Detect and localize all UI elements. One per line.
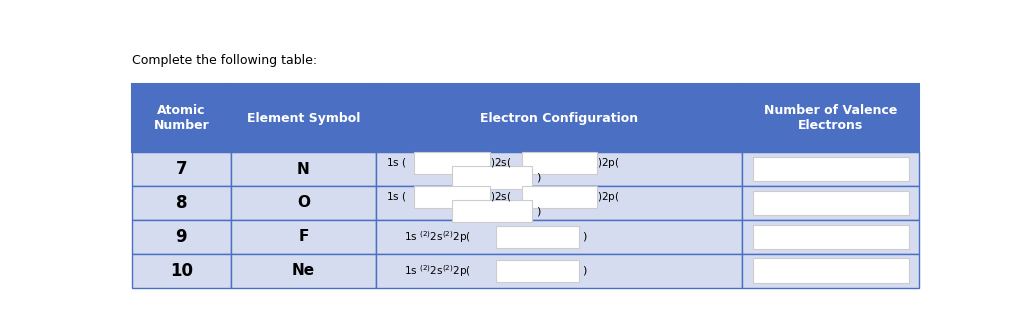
Bar: [415, 152, 490, 174]
Bar: [377, 84, 742, 152]
Text: 8: 8: [175, 194, 187, 212]
Text: ): ): [582, 266, 587, 276]
Bar: [231, 254, 377, 288]
Text: Ne: Ne: [291, 263, 315, 278]
Bar: [742, 220, 919, 254]
Text: Element Symbol: Element Symbol: [247, 112, 360, 125]
Bar: [496, 259, 579, 282]
Text: $\mathregular{1s}$ (: $\mathregular{1s}$ (: [386, 156, 406, 170]
Bar: [231, 220, 377, 254]
Bar: [132, 152, 231, 186]
Text: O: O: [297, 195, 310, 210]
Text: 9: 9: [175, 228, 187, 246]
Text: $\mathregular{1s}$ $^{(2)}$$\mathregular{2s}$$^{(2)}$$\mathregular{2p}$(: $\mathregular{1s}$ $^{(2)}$$\mathregular…: [404, 263, 471, 279]
Bar: [742, 254, 919, 288]
Text: Complete the following table:: Complete the following table:: [132, 54, 317, 67]
Bar: [415, 186, 490, 208]
Bar: [452, 167, 531, 188]
Bar: [132, 84, 231, 152]
Bar: [753, 157, 909, 181]
Bar: [753, 191, 909, 215]
Bar: [377, 220, 742, 254]
Bar: [231, 152, 377, 186]
Bar: [522, 186, 597, 208]
Text: Electron Configuration: Electron Configuration: [480, 112, 638, 125]
Bar: [377, 186, 742, 220]
Text: 10: 10: [170, 262, 193, 280]
Bar: [132, 254, 231, 288]
Text: )$\mathregular{2s}$(: )$\mathregular{2s}$(: [490, 156, 511, 170]
Text: ): ): [536, 172, 540, 183]
Text: Number of Valence
Electrons: Number of Valence Electrons: [764, 104, 898, 132]
Text: Atomic
Number: Atomic Number: [154, 104, 209, 132]
Bar: [132, 220, 231, 254]
Text: N: N: [298, 161, 310, 176]
Text: F: F: [299, 229, 309, 244]
Text: ): ): [536, 206, 540, 216]
Text: )$\mathregular{2p}$(: )$\mathregular{2p}$(: [597, 190, 620, 204]
Text: $\mathregular{1s}$ (: $\mathregular{1s}$ (: [386, 190, 406, 203]
Bar: [522, 152, 597, 174]
Text: 7: 7: [175, 160, 187, 178]
Bar: [231, 186, 377, 220]
Bar: [377, 152, 742, 186]
Bar: [496, 226, 579, 248]
Text: )$\mathregular{2p}$(: )$\mathregular{2p}$(: [597, 156, 620, 170]
Text: $\mathregular{1s}$ $^{(2)}$$\mathregular{2s}$$^{(2)}$$\mathregular{2p}$(: $\mathregular{1s}$ $^{(2)}$$\mathregular…: [404, 229, 471, 245]
Bar: [132, 186, 231, 220]
Bar: [377, 254, 742, 288]
Bar: [452, 200, 531, 222]
Text: )$\mathregular{2s}$(: )$\mathregular{2s}$(: [490, 190, 511, 203]
Bar: [742, 152, 919, 186]
Text: ): ): [582, 232, 587, 242]
Bar: [231, 84, 377, 152]
Bar: [742, 186, 919, 220]
Bar: [753, 225, 909, 249]
Bar: [742, 84, 919, 152]
Bar: [753, 259, 909, 283]
